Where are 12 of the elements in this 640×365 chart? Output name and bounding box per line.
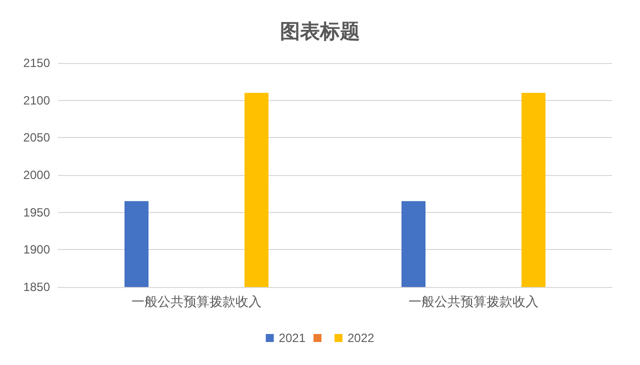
y-tick-label: 1900 [23,242,50,257]
legend-label: 2021 [278,331,306,345]
y-tick-label: 2150 [23,56,50,70]
y-tick-label: 2000 [23,168,50,182]
chart-title: 图表标题 [280,19,360,43]
x-tick-label: 一般公共预算拨款收入 [132,294,262,309]
y-tick-label: 1850 [23,280,50,294]
y-tick-label: 1950 [23,205,50,220]
legend-label: 2022 [348,331,375,345]
x-tick-label: 一般公共预算拨款收入 [408,294,538,309]
y-tick-label: 2050 [23,130,50,145]
y-tick-label: 2100 [23,93,50,108]
